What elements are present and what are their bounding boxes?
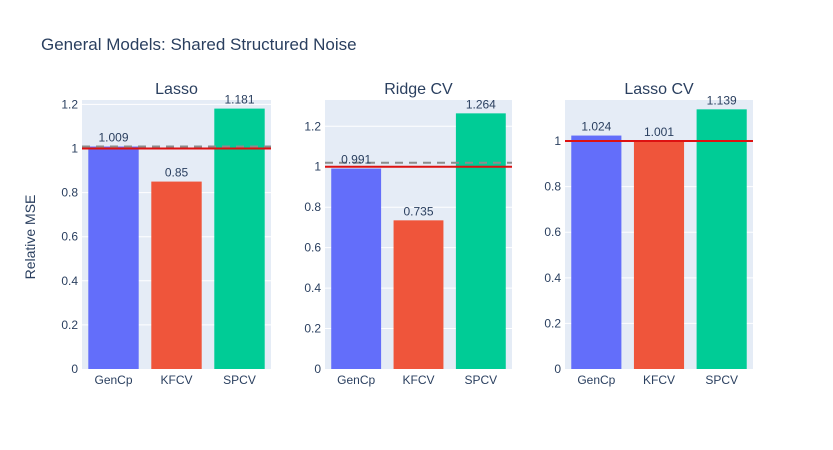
y-tick-label: 0.4 xyxy=(544,271,561,285)
bar-gencp xyxy=(571,135,622,369)
y-tick-label: 0.8 xyxy=(61,186,78,200)
x-tick-label: SPCV xyxy=(705,373,738,387)
y-tick-label: 1.2 xyxy=(61,97,78,111)
chart-title: General Models: Shared Structured Noise xyxy=(41,35,357,54)
y-tick-label: 0.4 xyxy=(304,281,321,295)
data-label: 0.85 xyxy=(165,166,189,180)
panel-title: Ridge CV xyxy=(384,81,453,98)
y-tick-label: 0 xyxy=(314,362,321,376)
y-tick-label: 0 xyxy=(71,362,78,376)
y-tick-label: 0.6 xyxy=(544,225,561,239)
x-tick-label: SPCV xyxy=(464,373,497,387)
bar-kfcv xyxy=(151,181,202,369)
panel-lasso: 1.009 0.85 1.181 0 0.2 0.4 0.6 0.8 1 1.2 GenCp KF… xyxy=(61,81,271,387)
x-tick-label: GenCp xyxy=(94,373,132,387)
data-label: 0.735 xyxy=(403,204,433,218)
y-tick-label: 0.8 xyxy=(544,180,561,194)
bar-kfcv xyxy=(393,220,444,369)
y-tick-label: 1 xyxy=(71,142,78,156)
y-tick-label: 1 xyxy=(314,160,321,174)
data-label: 1.264 xyxy=(466,97,496,111)
data-label: 1.009 xyxy=(98,131,128,145)
x-tick-label: KFCV xyxy=(160,373,192,387)
bar-gencp xyxy=(331,168,382,369)
y-tick-label: 0.2 xyxy=(61,318,78,332)
data-label: 0.991 xyxy=(341,153,371,167)
y-tick-label: 0.6 xyxy=(61,230,78,244)
x-tick-label: KFCV xyxy=(643,373,675,387)
y-tick-label: 1.2 xyxy=(304,119,321,133)
panel-lasso-cv: 1.024 1.001 1.139 0 0.2 0.4 0.6 0.8 1 GenCp KFCV… xyxy=(544,81,753,387)
y-tick-label: 0.2 xyxy=(304,322,321,336)
y-tick-label: 0 xyxy=(554,362,561,376)
bar-spcv xyxy=(455,113,506,369)
bar-gencp xyxy=(88,146,139,369)
y-axis-label: Relative MSE xyxy=(22,195,38,280)
y-tick-label: 0.2 xyxy=(544,316,561,330)
x-tick-label: SPCV xyxy=(223,373,256,387)
bar-spcv xyxy=(696,109,747,369)
panel-title: Lasso xyxy=(155,81,198,98)
x-tick-label: GenCp xyxy=(577,373,615,387)
data-label: 1.001 xyxy=(644,125,674,139)
y-tick-label: 1 xyxy=(554,134,561,148)
x-tick-label: KFCV xyxy=(402,373,434,387)
panel-title: Lasso CV xyxy=(624,81,694,98)
y-tick-label: 0.6 xyxy=(304,241,321,255)
data-label: 1.139 xyxy=(707,93,737,107)
y-tick-label: 0.8 xyxy=(304,200,321,214)
x-tick-label: GenCp xyxy=(337,373,375,387)
data-label: 1.024 xyxy=(581,120,611,134)
bar-spcv xyxy=(214,108,265,369)
data-label: 1.181 xyxy=(224,93,254,107)
bar-kfcv xyxy=(633,140,685,369)
y-tick-label: 0.4 xyxy=(61,274,78,288)
panel-ridge-cv: 0.991 0.735 1.264 0 0.2 0.4 0.6 0.8 1 1.2 GenCp K… xyxy=(304,81,512,387)
